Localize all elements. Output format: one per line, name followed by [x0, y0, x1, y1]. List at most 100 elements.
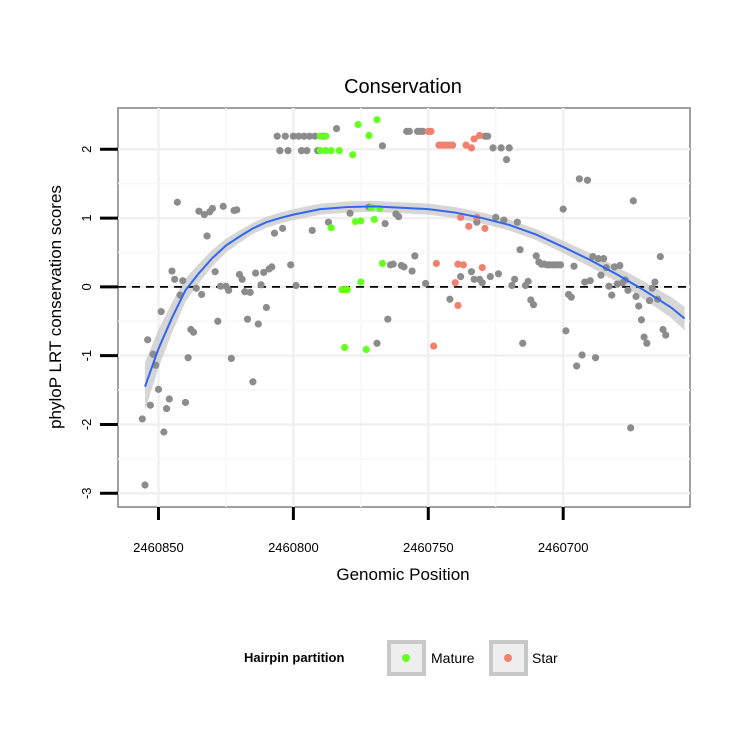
- point-other: [287, 261, 295, 269]
- point-other: [524, 277, 532, 285]
- point-other: [225, 286, 233, 294]
- point-other: [562, 327, 570, 335]
- point-other: [486, 272, 494, 281]
- point-other: [214, 317, 222, 325]
- point-other: [529, 301, 538, 309]
- x-tick-label: 2460750: [403, 540, 454, 555]
- point-other: [419, 127, 427, 135]
- point-other: [502, 155, 511, 164]
- point-star: [475, 131, 484, 140]
- plot-panel: [117, 107, 691, 508]
- point-other: [324, 218, 333, 226]
- y-axis-label: phyloP LRT conservation scores: [46, 185, 65, 429]
- point-other: [594, 255, 602, 263]
- point-star: [448, 141, 457, 149]
- smooth-line: [144, 205, 686, 387]
- point-star: [432, 259, 440, 268]
- point-star: [462, 141, 470, 149]
- point-other: [381, 219, 389, 228]
- point-other: [281, 132, 289, 140]
- point-mature: [341, 343, 349, 351]
- point-mature: [362, 345, 370, 354]
- point-mature: [378, 259, 387, 268]
- point-other: [484, 132, 492, 140]
- point-other: [597, 271, 605, 279]
- point-other: [600, 255, 608, 263]
- point-mature: [343, 286, 351, 294]
- y-axis: -3 -2 -1 0 1 2: [79, 146, 118, 499]
- y-tick-label: -2: [79, 419, 94, 431]
- point-other: [651, 278, 659, 286]
- point-other: [384, 315, 392, 323]
- y-tick-label: 1: [79, 214, 94, 221]
- point-other: [181, 398, 190, 407]
- point-other: [556, 261, 565, 269]
- point-mature: [370, 215, 378, 224]
- point-other: [146, 401, 154, 409]
- point-other: [583, 176, 592, 184]
- point-mature: [373, 116, 381, 124]
- point-mature: [335, 147, 343, 155]
- point-other: [216, 282, 225, 290]
- point-star: [457, 213, 465, 221]
- point-other: [378, 142, 387, 150]
- point-other: [200, 211, 208, 219]
- point-other: [408, 267, 416, 275]
- point-other: [173, 198, 181, 206]
- point-other: [645, 297, 654, 305]
- y-tick-label: -3: [79, 487, 94, 499]
- y-tick-label: 0: [79, 283, 94, 290]
- point-other: [624, 286, 632, 294]
- point-other: [567, 293, 575, 301]
- y-tick-label: 2: [79, 146, 94, 153]
- point-other: [211, 268, 219, 276]
- point-other: [575, 175, 583, 183]
- point-other: [162, 405, 171, 413]
- point-other: [637, 316, 646, 324]
- point-other: [260, 268, 268, 277]
- point-other: [241, 288, 249, 296]
- point-other: [179, 277, 187, 285]
- point-other: [238, 275, 246, 283]
- point-other: [605, 282, 613, 290]
- point-other: [295, 132, 303, 140]
- legend-title: Hairpin partition: [244, 650, 344, 665]
- smooth-curve: [144, 205, 686, 387]
- point-other: [629, 197, 637, 205]
- point-other: [284, 147, 292, 155]
- point-other: [249, 378, 257, 386]
- point-other: [252, 269, 260, 277]
- point-other: [346, 209, 354, 217]
- point-other: [144, 336, 152, 344]
- point-star: [478, 264, 486, 272]
- point-other: [141, 481, 149, 489]
- point-other: [632, 292, 640, 301]
- point-other: [233, 206, 241, 214]
- legend-item-star: Star: [489, 640, 558, 676]
- point-star: [427, 127, 435, 135]
- point-other: [305, 132, 314, 140]
- point-star: [454, 260, 462, 268]
- point-other: [613, 280, 621, 288]
- point-other: [400, 263, 408, 271]
- point-other: [300, 132, 308, 140]
- point-mature: [322, 132, 330, 140]
- point-other: [467, 268, 476, 276]
- point-other: [497, 144, 505, 152]
- y-tick-label: -1: [79, 350, 94, 362]
- point-other: [446, 295, 454, 303]
- point-other: [500, 216, 508, 224]
- point-other: [171, 275, 179, 283]
- point-other: [270, 229, 279, 237]
- point-other: [192, 284, 200, 292]
- point-other: [273, 132, 281, 140]
- point-other: [508, 281, 516, 290]
- point-other: [411, 252, 419, 260]
- point-mature: [357, 217, 365, 225]
- point-other: [659, 325, 667, 334]
- point-other: [608, 291, 616, 299]
- point-other: [276, 147, 284, 155]
- point-other: [160, 428, 168, 436]
- point-other: [519, 339, 527, 347]
